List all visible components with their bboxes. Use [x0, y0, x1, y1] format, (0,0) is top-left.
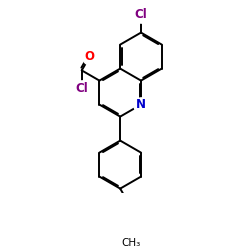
Text: Cl: Cl	[75, 82, 88, 95]
Text: CH₃: CH₃	[121, 238, 141, 248]
Text: N: N	[136, 98, 146, 111]
Text: O: O	[84, 50, 94, 64]
Text: Cl: Cl	[134, 8, 147, 21]
